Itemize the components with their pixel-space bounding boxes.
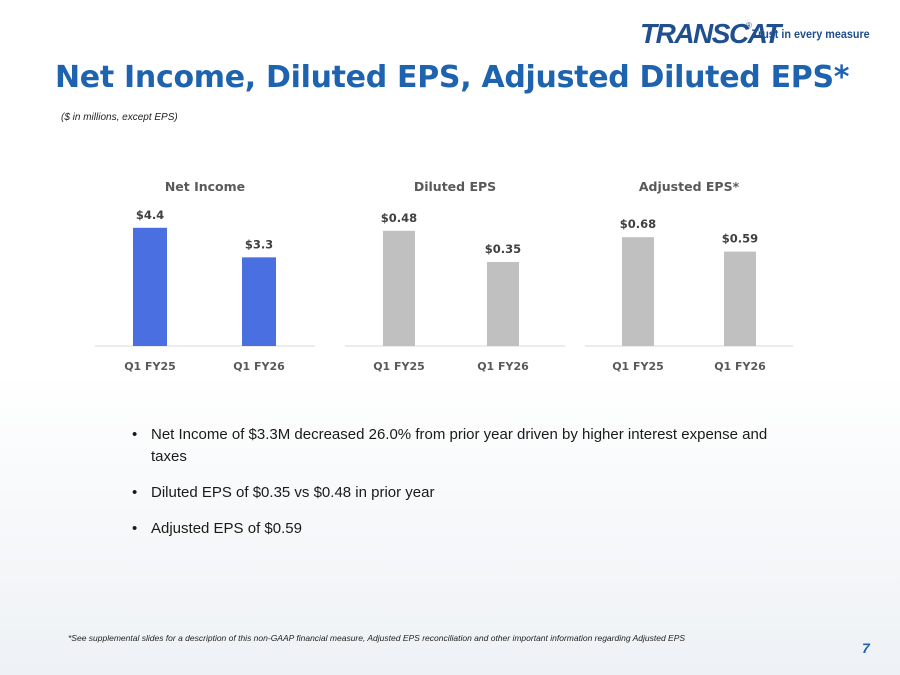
bullet-net-income: Net Income of $3.3M decreased 26.0% from… — [130, 424, 790, 468]
bullet-adjusted-eps: Adjusted EPS of $0.59 — [130, 518, 790, 540]
bar-adjusted-eps-q1-fy26 — [724, 251, 756, 346]
page-number: 7 — [862, 640, 870, 656]
slide-title: Net Income, Diluted EPS, Adjusted Dilute… — [55, 60, 850, 95]
chart-title-net-income: Net Income — [165, 179, 245, 194]
category-label-net-income-0: Q1 FY25 — [124, 360, 176, 373]
category-label-net-income-1: Q1 FY26 — [233, 360, 285, 373]
bar-diluted-eps-q1-fy26 — [487, 262, 519, 346]
data-label-net-income-1: $3.3 — [245, 237, 273, 251]
bar-adjusted-eps-q1-fy25 — [622, 237, 654, 346]
bar-diluted-eps-q1-fy25 — [383, 230, 415, 346]
data-label-adjusted-eps-0: $0.68 — [620, 217, 656, 231]
category-label-adjusted-eps-0: Q1 FY25 — [612, 360, 664, 373]
bullet-list: Net Income of $3.3M decreased 26.0% from… — [130, 424, 790, 554]
bar-net-income-q1-fy25 — [133, 227, 167, 346]
bullet-diluted-eps: Diluted EPS of $0.35 vs $0.48 in prior y… — [130, 482, 790, 504]
logo-wordmark: TRANSCAT — [640, 18, 781, 49]
chart-title-adjusted-eps: Adjusted EPS* — [639, 179, 740, 194]
chart-title-diluted-eps: Diluted EPS — [414, 179, 496, 194]
transcat-logo: TRANSCAT ® Trust in every measure — [640, 17, 870, 51]
logo-tagline: Trust in every measure — [752, 27, 870, 41]
data-label-diluted-eps-0: $0.48 — [381, 211, 417, 225]
category-label-diluted-eps-1: Q1 FY26 — [477, 360, 529, 373]
data-label-adjusted-eps-1: $0.59 — [722, 232, 758, 246]
data-label-net-income-0: $4.4 — [136, 208, 164, 222]
logo-registered-mark: ® — [746, 21, 752, 30]
bar-net-income-q1-fy26 — [242, 257, 276, 346]
category-label-diluted-eps-0: Q1 FY25 — [373, 360, 425, 373]
data-label-diluted-eps-1: $0.35 — [485, 242, 521, 256]
bar-charts: Net Income$4.4 Q1 FY25 $3.3 Q1 FY26 Diluted … — [95, 179, 793, 373]
slide-subtitle: ($ in millions, except EPS) — [61, 112, 178, 123]
category-label-adjusted-eps-1: Q1 FY26 — [714, 360, 766, 373]
footnote: *See supplemental slides for a descripti… — [68, 633, 686, 643]
